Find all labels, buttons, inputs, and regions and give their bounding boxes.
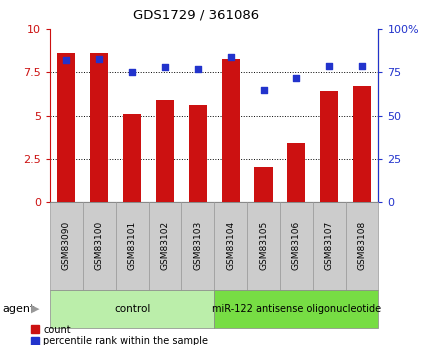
Point — [358, 63, 365, 68]
Bar — [247, 202, 279, 290]
Legend: count, percentile rank within the sample: count, percentile rank within the sample — [26, 321, 211, 345]
Text: GSM83108: GSM83108 — [357, 221, 366, 270]
Bar — [181, 202, 214, 290]
Point — [63, 58, 70, 63]
Text: GSM83106: GSM83106 — [291, 221, 300, 270]
Bar — [123, 114, 141, 202]
Text: GDS1729 / 361086: GDS1729 / 361086 — [132, 9, 258, 22]
Bar — [214, 290, 378, 328]
Bar — [221, 59, 239, 202]
Bar — [90, 53, 108, 202]
Bar — [50, 290, 214, 328]
Point — [260, 87, 266, 92]
Text: control: control — [114, 304, 150, 314]
Text: agent: agent — [2, 304, 34, 314]
Bar — [50, 202, 82, 290]
Bar — [82, 202, 115, 290]
Text: GSM83105: GSM83105 — [258, 221, 267, 270]
Bar — [319, 91, 338, 202]
Text: GSM83102: GSM83102 — [160, 221, 169, 270]
Bar — [115, 202, 148, 290]
Bar — [214, 202, 247, 290]
Text: GSM83107: GSM83107 — [324, 221, 333, 270]
Point — [227, 54, 233, 60]
Bar — [254, 167, 272, 202]
Text: GSM83090: GSM83090 — [62, 221, 71, 270]
Bar — [188, 105, 207, 202]
Point — [128, 70, 135, 75]
Point — [292, 75, 299, 80]
Bar — [57, 53, 76, 202]
Text: GSM83103: GSM83103 — [193, 221, 202, 270]
Text: ▶: ▶ — [31, 304, 40, 314]
Point — [325, 63, 332, 68]
Text: GSM83104: GSM83104 — [226, 221, 235, 270]
Point — [95, 56, 102, 61]
Text: GSM83101: GSM83101 — [127, 221, 136, 270]
Bar — [279, 202, 312, 290]
Bar — [148, 202, 181, 290]
Bar — [345, 202, 378, 290]
Bar — [286, 143, 305, 202]
Bar — [352, 86, 370, 202]
Point — [161, 65, 168, 70]
Text: GSM83100: GSM83100 — [95, 221, 104, 270]
Bar — [312, 202, 345, 290]
Bar — [155, 100, 174, 202]
Point — [194, 66, 201, 72]
Text: miR-122 antisense oligonucleotide: miR-122 antisense oligonucleotide — [211, 304, 380, 314]
